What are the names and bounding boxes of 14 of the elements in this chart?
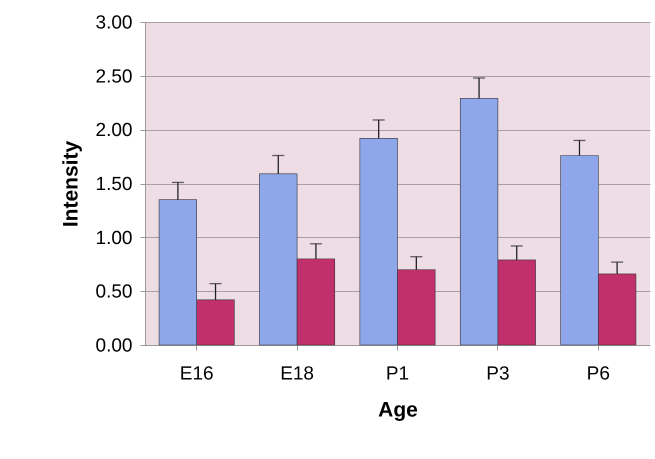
y-tick-label: 1.50 <box>96 174 132 195</box>
x-axis-title: Age <box>378 398 418 422</box>
x-tick-label: P3 <box>486 364 510 384</box>
x-tick-label: E16 <box>180 364 214 384</box>
y-tick-label: 2.50 <box>96 66 132 88</box>
y-tick-label: 3.00 <box>96 12 132 34</box>
y-tick-label: 0.50 <box>96 282 132 303</box>
x-tick-label: P6 <box>586 364 610 384</box>
y-axis-title: Intensity <box>60 140 83 228</box>
y-tick-label: 2.00 <box>96 120 132 142</box>
y-tick-label: 1.00 <box>96 228 132 249</box>
x-tick-label: P1 <box>386 364 410 384</box>
y-tick-label: 0.00 <box>96 336 132 356</box>
x-tick-label: E18 <box>280 364 314 384</box>
